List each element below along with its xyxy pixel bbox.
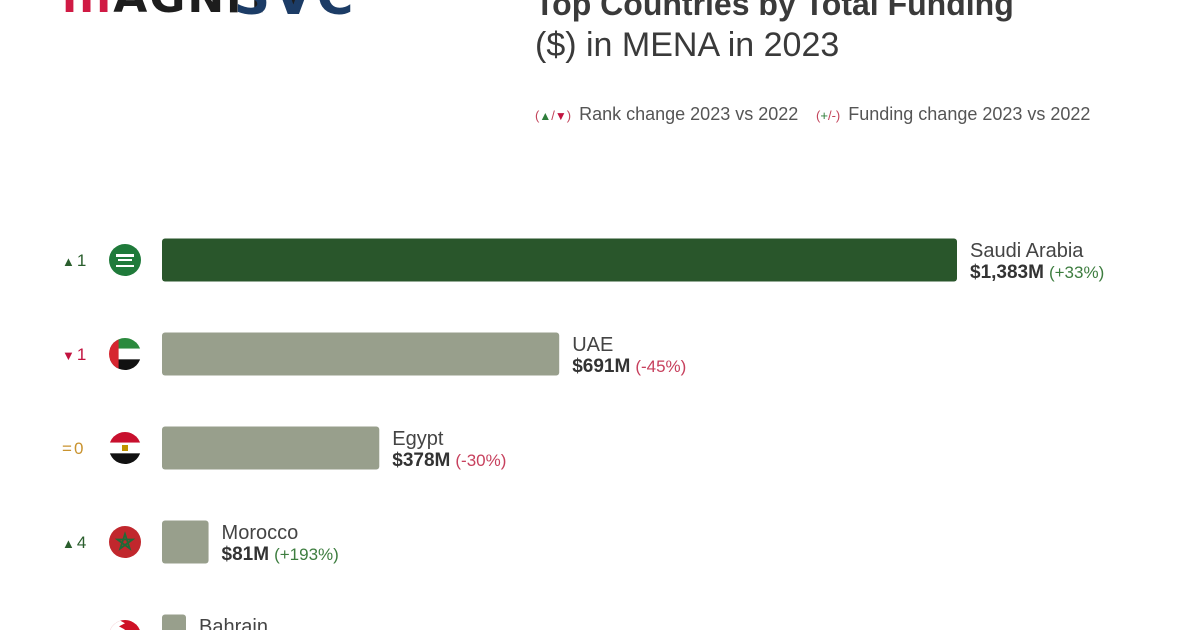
uae-flag-icon [109, 338, 141, 370]
bar [162, 426, 380, 470]
country-label: UAE [572, 334, 613, 356]
funding-amount: $378M [392, 450, 450, 471]
egypt-flag-icon [109, 432, 141, 464]
triangle-up-icon: ▲ [62, 254, 75, 269]
country-label: Egypt [392, 428, 444, 450]
funding-value-label: $81M (+193%) [222, 544, 339, 565]
funding-amount: $1,383M [970, 262, 1044, 283]
funding-change-label: (+193%) [274, 545, 339, 564]
rank-change-label: ▼ 1 [62, 345, 86, 364]
funding-change-label: (+33%) [1049, 263, 1104, 282]
chart-subtitle: ($) in MENA in 2023 [535, 26, 840, 64]
triangle-up-icon: ▲ [539, 109, 552, 123]
legend-slash: / [827, 108, 832, 123]
legend-paren-close: ) [835, 108, 841, 123]
funding-change-label: (-30%) [455, 451, 506, 470]
country-label: Saudi Arabia [970, 240, 1084, 262]
funding-amount: $691M [572, 356, 630, 377]
legend-paren-open: ( [816, 108, 821, 123]
bar [162, 238, 957, 282]
rank-change-value: 1 [77, 251, 86, 270]
funding-value-label: $1,383M (+33%) [970, 262, 1104, 283]
rank-change-value: 0 [74, 439, 83, 458]
bahrain-flag-icon [109, 620, 141, 630]
morocco-flag-icon [109, 526, 141, 558]
legend-funding-change: (+/-) Funding change 2023 vs 2022 [816, 104, 1090, 125]
funding-amount: $81M [222, 544, 270, 565]
funding-value-label: $378M (-30%) [392, 450, 506, 471]
country-label: Bahrain [199, 616, 268, 630]
rank-change-label: ▲ 1 [62, 251, 86, 270]
legend-rank-label: Rank change 2023 vs 2022 [579, 104, 799, 124]
legend-paren-close: ) [566, 108, 572, 123]
rank-change-value: 1 [77, 345, 86, 364]
bar [162, 614, 186, 630]
svc-logo: SVC [234, 0, 357, 26]
legend-paren-open: ( [535, 108, 540, 123]
minus-icon: - [831, 108, 836, 123]
triangle-down-icon: ▼ [554, 109, 567, 123]
rank-change-value: 4 [77, 533, 86, 552]
plus-icon: + [820, 108, 828, 123]
equal-icon: = [62, 439, 72, 458]
legend-rank-change: (▲/▼) Rank change 2023 vs 2022 [535, 104, 798, 125]
legend-slash: / [551, 108, 555, 123]
country-label: Morocco [222, 522, 299, 544]
saudi-arabia-flag-icon [109, 244, 141, 276]
rank-change-label: = 0 [62, 439, 83, 458]
triangle-down-icon: ▼ [62, 348, 75, 363]
legend-funding-label: Funding change 2023 vs 2022 [848, 104, 1091, 124]
chart-title: Top Countries by Total Funding [535, 0, 1014, 22]
funding-value-label: $691M (-45%) [572, 356, 686, 377]
rank-change-label: ▲ 4 [62, 533, 86, 552]
triangle-up-icon: ▲ [62, 536, 75, 551]
bar-row: ▲ 4 Morocco$81M (+193%) [62, 520, 339, 565]
bar-row: = 0 Egypt$378M (-30%) [62, 426, 506, 471]
bar-row: Bahrain [109, 614, 268, 630]
funding-change-label: (-45%) [635, 357, 686, 376]
bar [162, 520, 209, 564]
bar-row: ▼ 1 UAE$691M (-45%) [62, 332, 686, 377]
magnitt-logo: ıııAGNiTT [62, 0, 308, 23]
bar-row: ▲ 1 Saudi Arabia$1,383M (+33%) [62, 238, 1104, 283]
bar [162, 332, 560, 376]
